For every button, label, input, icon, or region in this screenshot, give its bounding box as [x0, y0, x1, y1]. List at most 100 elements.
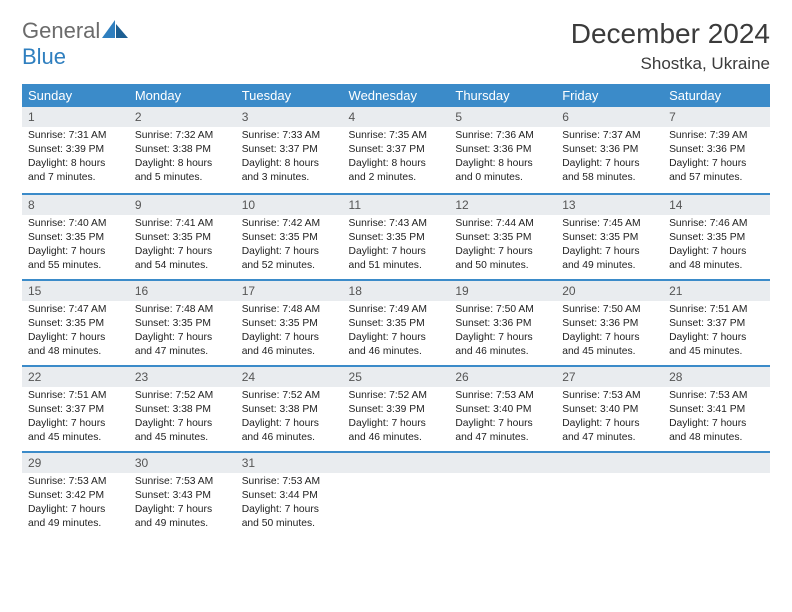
calendar-cell: 15Sunrise: 7:47 AMSunset: 3:35 PMDayligh…	[22, 279, 129, 365]
weekday-header: Sunday	[22, 84, 129, 107]
day-number: 23	[129, 365, 236, 387]
day-number: 1	[22, 107, 129, 127]
day-details: Sunrise: 7:49 AMSunset: 3:35 PMDaylight:…	[343, 301, 450, 363]
calendar-cell: 11Sunrise: 7:43 AMSunset: 3:35 PMDayligh…	[343, 193, 450, 279]
day-number: 11	[343, 193, 450, 215]
calendar-cell: 3Sunrise: 7:33 AMSunset: 3:37 PMDaylight…	[236, 107, 343, 193]
day-number-empty	[449, 451, 556, 473]
calendar-row: 29Sunrise: 7:53 AMSunset: 3:42 PMDayligh…	[22, 451, 770, 537]
calendar-cell: 18Sunrise: 7:49 AMSunset: 3:35 PMDayligh…	[343, 279, 450, 365]
calendar-cell	[343, 451, 450, 537]
day-details: Sunrise: 7:33 AMSunset: 3:37 PMDaylight:…	[236, 127, 343, 189]
day-number: 9	[129, 193, 236, 215]
day-details: Sunrise: 7:51 AMSunset: 3:37 PMDaylight:…	[663, 301, 770, 363]
day-details: Sunrise: 7:50 AMSunset: 3:36 PMDaylight:…	[449, 301, 556, 363]
day-details: Sunrise: 7:53 AMSunset: 3:44 PMDaylight:…	[236, 473, 343, 535]
calendar-cell: 31Sunrise: 7:53 AMSunset: 3:44 PMDayligh…	[236, 451, 343, 537]
calendar-cell: 28Sunrise: 7:53 AMSunset: 3:41 PMDayligh…	[663, 365, 770, 451]
day-number: 6	[556, 107, 663, 127]
calendar-cell: 12Sunrise: 7:44 AMSunset: 3:35 PMDayligh…	[449, 193, 556, 279]
day-details: Sunrise: 7:47 AMSunset: 3:35 PMDaylight:…	[22, 301, 129, 363]
logo-word-2: Blue	[22, 44, 66, 69]
calendar-row: 8Sunrise: 7:40 AMSunset: 3:35 PMDaylight…	[22, 193, 770, 279]
day-number: 17	[236, 279, 343, 301]
calendar-row: 22Sunrise: 7:51 AMSunset: 3:37 PMDayligh…	[22, 365, 770, 451]
day-details: Sunrise: 7:53 AMSunset: 3:43 PMDaylight:…	[129, 473, 236, 535]
day-details: Sunrise: 7:36 AMSunset: 3:36 PMDaylight:…	[449, 127, 556, 189]
day-number: 26	[449, 365, 556, 387]
day-number: 30	[129, 451, 236, 473]
day-number: 28	[663, 365, 770, 387]
calendar-cell: 20Sunrise: 7:50 AMSunset: 3:36 PMDayligh…	[556, 279, 663, 365]
day-details: Sunrise: 7:50 AMSunset: 3:36 PMDaylight:…	[556, 301, 663, 363]
weekday-header: Monday	[129, 84, 236, 107]
calendar-row: 1Sunrise: 7:31 AMSunset: 3:39 PMDaylight…	[22, 107, 770, 193]
day-details: Sunrise: 7:48 AMSunset: 3:35 PMDaylight:…	[129, 301, 236, 363]
weekday-header: Thursday	[449, 84, 556, 107]
day-details: Sunrise: 7:46 AMSunset: 3:35 PMDaylight:…	[663, 215, 770, 277]
day-number: 21	[663, 279, 770, 301]
day-number: 16	[129, 279, 236, 301]
header: General Blue December 2024 Shostka, Ukra…	[22, 18, 770, 74]
day-number: 24	[236, 365, 343, 387]
calendar-cell: 24Sunrise: 7:52 AMSunset: 3:38 PMDayligh…	[236, 365, 343, 451]
day-details: Sunrise: 7:43 AMSunset: 3:35 PMDaylight:…	[343, 215, 450, 277]
day-number-empty	[556, 451, 663, 473]
calendar-cell: 9Sunrise: 7:41 AMSunset: 3:35 PMDaylight…	[129, 193, 236, 279]
calendar-cell	[663, 451, 770, 537]
day-number: 22	[22, 365, 129, 387]
weekday-header: Friday	[556, 84, 663, 107]
day-details: Sunrise: 7:39 AMSunset: 3:36 PMDaylight:…	[663, 127, 770, 189]
calendar-cell: 5Sunrise: 7:36 AMSunset: 3:36 PMDaylight…	[449, 107, 556, 193]
calendar-cell: 6Sunrise: 7:37 AMSunset: 3:36 PMDaylight…	[556, 107, 663, 193]
calendar-cell: 16Sunrise: 7:48 AMSunset: 3:35 PMDayligh…	[129, 279, 236, 365]
sail-icon	[102, 20, 128, 38]
day-number: 18	[343, 279, 450, 301]
day-details: Sunrise: 7:42 AMSunset: 3:35 PMDaylight:…	[236, 215, 343, 277]
day-details: Sunrise: 7:52 AMSunset: 3:38 PMDaylight:…	[129, 387, 236, 449]
day-number: 15	[22, 279, 129, 301]
day-number: 8	[22, 193, 129, 215]
calendar-cell: 25Sunrise: 7:52 AMSunset: 3:39 PMDayligh…	[343, 365, 450, 451]
day-number: 12	[449, 193, 556, 215]
weekday-header-row: Sunday Monday Tuesday Wednesday Thursday…	[22, 84, 770, 107]
calendar-cell: 29Sunrise: 7:53 AMSunset: 3:42 PMDayligh…	[22, 451, 129, 537]
calendar-cell: 30Sunrise: 7:53 AMSunset: 3:43 PMDayligh…	[129, 451, 236, 537]
day-details: Sunrise: 7:53 AMSunset: 3:40 PMDaylight:…	[449, 387, 556, 449]
day-number-empty	[663, 451, 770, 473]
calendar-cell: 7Sunrise: 7:39 AMSunset: 3:36 PMDaylight…	[663, 107, 770, 193]
calendar-cell: 1Sunrise: 7:31 AMSunset: 3:39 PMDaylight…	[22, 107, 129, 193]
day-number: 25	[343, 365, 450, 387]
day-details: Sunrise: 7:35 AMSunset: 3:37 PMDaylight:…	[343, 127, 450, 189]
logo: General Blue	[22, 18, 128, 70]
day-number: 2	[129, 107, 236, 127]
day-details: Sunrise: 7:40 AMSunset: 3:35 PMDaylight:…	[22, 215, 129, 277]
calendar-cell: 27Sunrise: 7:53 AMSunset: 3:40 PMDayligh…	[556, 365, 663, 451]
day-number-empty	[343, 451, 450, 473]
location: Shostka, Ukraine	[571, 54, 770, 74]
day-number: 4	[343, 107, 450, 127]
day-number: 27	[556, 365, 663, 387]
day-details: Sunrise: 7:45 AMSunset: 3:35 PMDaylight:…	[556, 215, 663, 277]
day-number: 3	[236, 107, 343, 127]
day-details: Sunrise: 7:53 AMSunset: 3:42 PMDaylight:…	[22, 473, 129, 535]
title-block: December 2024 Shostka, Ukraine	[571, 18, 770, 74]
calendar-row: 15Sunrise: 7:47 AMSunset: 3:35 PMDayligh…	[22, 279, 770, 365]
calendar-cell: 21Sunrise: 7:51 AMSunset: 3:37 PMDayligh…	[663, 279, 770, 365]
calendar-cell: 23Sunrise: 7:52 AMSunset: 3:38 PMDayligh…	[129, 365, 236, 451]
day-details: Sunrise: 7:44 AMSunset: 3:35 PMDaylight:…	[449, 215, 556, 277]
calendar-cell: 14Sunrise: 7:46 AMSunset: 3:35 PMDayligh…	[663, 193, 770, 279]
day-number: 14	[663, 193, 770, 215]
day-number: 29	[22, 451, 129, 473]
day-number: 7	[663, 107, 770, 127]
day-details: Sunrise: 7:53 AMSunset: 3:40 PMDaylight:…	[556, 387, 663, 449]
weekday-header: Tuesday	[236, 84, 343, 107]
day-details: Sunrise: 7:51 AMSunset: 3:37 PMDaylight:…	[22, 387, 129, 449]
calendar-cell: 19Sunrise: 7:50 AMSunset: 3:36 PMDayligh…	[449, 279, 556, 365]
day-details: Sunrise: 7:32 AMSunset: 3:38 PMDaylight:…	[129, 127, 236, 189]
calendar-cell: 26Sunrise: 7:53 AMSunset: 3:40 PMDayligh…	[449, 365, 556, 451]
day-number: 31	[236, 451, 343, 473]
calendar-cell	[449, 451, 556, 537]
day-number: 10	[236, 193, 343, 215]
logo-text: General Blue	[22, 18, 128, 70]
